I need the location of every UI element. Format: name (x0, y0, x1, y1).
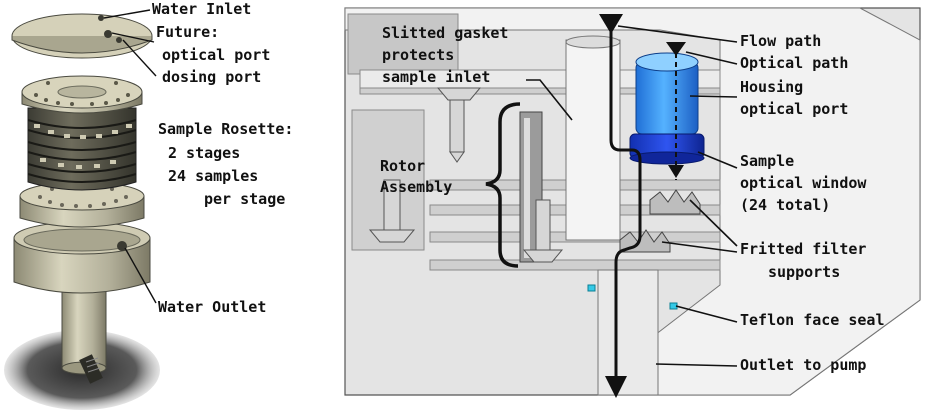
label-sample-inlet: sample inlet (382, 68, 491, 86)
rosette-stack (27, 107, 137, 191)
label-sample: Sample (740, 152, 795, 170)
screw-left (436, 87, 482, 163)
label-teflon-seal: Teflon face seal (740, 311, 885, 329)
label-slitted-gasket: Slitted gasket (382, 24, 509, 42)
label-supports: supports (768, 263, 841, 281)
label-rotor: Rotor (380, 157, 426, 175)
label-outlet-pump: Outlet to pump (740, 356, 867, 374)
label-total: (24 total) (740, 196, 831, 214)
flow-path-arrow (609, 22, 642, 378)
outlet-bore (597, 269, 659, 396)
rotor-brace (485, 102, 521, 268)
label-optical-path: Optical path (740, 54, 849, 72)
lid-dosing-port-hole (116, 37, 122, 43)
teflon-seal-left (587, 284, 596, 292)
optical-path-arrowhead (666, 42, 686, 56)
label-housing: Housing (740, 78, 804, 96)
teflon-seal-right (669, 302, 678, 310)
outlet-shaft (61, 289, 107, 369)
screw-bottom-left (368, 179, 416, 243)
label-samples: 24 samples (168, 167, 259, 185)
outlet-nozzle (79, 354, 103, 384)
label-stages: 2 stages (168, 144, 241, 162)
label-future: Future: (156, 23, 220, 41)
label-rosette-title: Sample Rosette: (158, 120, 294, 138)
right-leader-lines (526, 25, 738, 367)
label-optical-port-right: optical port (740, 100, 849, 118)
sample-optical-window (629, 133, 705, 165)
label-optical-window: optical window (740, 174, 867, 192)
label-fritted-filter: Fritted filter (740, 240, 867, 258)
label-water-inlet: Water Inlet (152, 0, 252, 18)
label-flow-path: Flow path (740, 32, 822, 50)
screw-bottom-mid (522, 199, 564, 263)
lid-optical-port-hole (104, 30, 112, 38)
label-dosing-port: dosing port (162, 68, 262, 86)
housing-optical-port (635, 52, 699, 135)
label-protects: protects (382, 46, 455, 64)
cross-section-illustration (344, 7, 921, 398)
lid-water-inlet-hole (98, 15, 104, 21)
tray-holes (38, 187, 128, 208)
rosette-assembly-illustration (4, 13, 160, 410)
label-water-outlet: Water Outlet (158, 298, 267, 316)
label-assembly: Assembly (380, 178, 453, 196)
label-per-stage: per stage (204, 190, 286, 208)
left-leader-lines (103, 9, 157, 304)
label-optical-port-left: optical port (162, 46, 271, 64)
